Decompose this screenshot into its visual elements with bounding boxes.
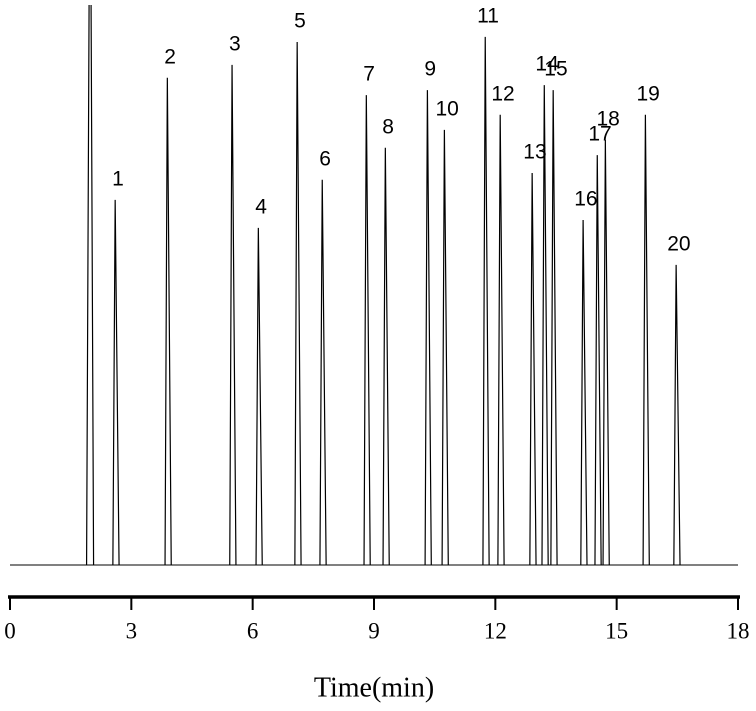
peak: [319, 179, 327, 566]
peak-label: 8: [382, 115, 394, 138]
peak-label: 13: [523, 141, 546, 164]
x-axis-title: Time(min): [314, 672, 434, 703]
peak: [497, 114, 505, 566]
x-tick-label: 6: [247, 618, 259, 643]
peak: [112, 199, 120, 566]
peak-label: 11: [477, 4, 499, 27]
peak: [363, 95, 371, 566]
peak: [294, 41, 302, 566]
peak: [85, 4, 95, 566]
peak-label: 7: [363, 63, 375, 86]
peak-label: 15: [544, 58, 567, 81]
peak: [424, 90, 432, 566]
peak: [550, 90, 558, 566]
peak: [255, 227, 263, 566]
peak: [529, 172, 537, 566]
peak: [594, 155, 602, 566]
peak: [602, 139, 610, 566]
peak-label: 9: [424, 58, 436, 81]
x-tick-label: 15: [605, 618, 628, 643]
peak: [382, 147, 390, 566]
peak-label: 6: [319, 147, 331, 170]
peak-label: 17: [588, 123, 611, 146]
x-tick-label: 18: [727, 618, 750, 643]
peak: [441, 129, 449, 566]
x-tick-label: 9: [368, 618, 380, 643]
x-tick-label: 12: [484, 618, 507, 643]
peak: [482, 36, 490, 566]
x-tick-label: 3: [126, 618, 138, 643]
peak: [541, 85, 549, 566]
peak: [164, 77, 172, 566]
peak-label: 16: [574, 188, 597, 211]
peak-label: 4: [255, 195, 267, 218]
peak-label: 19: [637, 82, 660, 105]
peak-label: 10: [436, 97, 459, 120]
peak-label: 20: [667, 232, 690, 255]
peak-label: 14: [535, 53, 559, 76]
peak-label: 1: [112, 167, 124, 190]
peak: [229, 64, 237, 566]
peak: [673, 264, 681, 566]
peak-label: 2: [164, 45, 176, 68]
peak-label: 18: [596, 108, 619, 131]
peak: [642, 114, 650, 566]
peak: [580, 220, 588, 566]
peak-label: 12: [491, 82, 514, 105]
peak-label: 3: [229, 32, 241, 55]
x-tick-label: 0: [4, 618, 16, 643]
peak-label: 5: [294, 10, 306, 33]
